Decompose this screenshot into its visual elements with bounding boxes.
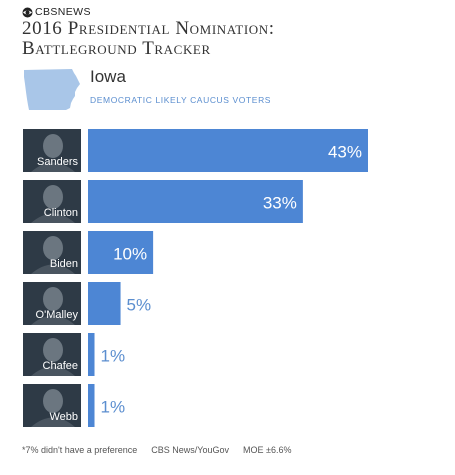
candidate-shoulders-biden xyxy=(31,264,75,274)
value-label-clinton: 33% xyxy=(263,194,297,213)
category-label-biden: Biden xyxy=(50,258,78,270)
bar-biden xyxy=(88,231,154,274)
bar-group-sanders: Sanders 43% xyxy=(23,129,368,172)
value-label-chafee: 1% xyxy=(101,347,126,366)
bar-chafee xyxy=(88,333,95,376)
footer-moe: MOE ±6.6% xyxy=(243,445,292,455)
bar-group-biden: Biden 10% xyxy=(23,231,154,274)
footer-source: CBS News/YouGov xyxy=(151,445,230,455)
value-label-webb: 1% xyxy=(101,398,126,417)
value-label-sanders: 43% xyxy=(328,143,362,162)
title-line-2: Battleground Tracker xyxy=(22,38,211,59)
bar-webb xyxy=(88,384,95,427)
bar-group-omalley: O'Malley 5% xyxy=(23,282,151,325)
candidate-shoulders-chafee xyxy=(31,366,75,376)
value-label-biden: 10% xyxy=(113,245,147,264)
bar-clinton xyxy=(88,180,303,223)
category-label-sanders: Sanders xyxy=(37,156,78,168)
candidate-shoulders-webb xyxy=(31,417,75,427)
candidate-head-clinton xyxy=(43,185,63,209)
cbs-eye-icon xyxy=(22,7,33,17)
category-label-chafee: Chafee xyxy=(43,360,78,372)
candidate-head-chafee xyxy=(43,338,63,362)
bar-group-webb: Webb 1% xyxy=(23,384,125,427)
candidate-shoulders-omalley xyxy=(31,315,75,325)
category-label-omalley: O'Malley xyxy=(36,309,79,321)
category-label-webb: Webb xyxy=(49,411,78,423)
candidate-head-biden xyxy=(43,236,63,260)
candidate-head-webb xyxy=(43,389,63,413)
chart-title: 2016 Presidential Nomination: Battlegrou… xyxy=(22,19,442,59)
title-line-1: 2016 Presidential Nomination: xyxy=(22,18,275,39)
iowa-state-icon xyxy=(24,69,80,110)
state-subtitle: DEMOCRATIC LIKELY CAUCUS VOTERS xyxy=(90,95,272,105)
chart-footer: *7% didn't have a preference CBS News/Yo… xyxy=(22,445,291,455)
bar-group-chafee: Chafee 1% xyxy=(23,333,125,376)
value-label-omalley: 5% xyxy=(127,296,152,315)
category-label-clinton: Clinton xyxy=(44,207,78,219)
candidate-head-omalley xyxy=(43,287,63,311)
candidate-shoulders-clinton xyxy=(31,213,75,223)
state-name: Iowa xyxy=(90,67,126,86)
bar-omalley xyxy=(88,282,121,325)
bar-sanders xyxy=(88,129,368,172)
bar-group-clinton: Clinton 33% xyxy=(23,180,303,223)
cbs-news-logo: CBSNEWS xyxy=(22,6,91,18)
footer-note: *7% didn't have a preference xyxy=(22,445,138,455)
candidate-head-sanders xyxy=(43,134,63,158)
brand-text: CBSNEWS xyxy=(35,6,91,18)
candidate-shoulders-sanders xyxy=(31,162,75,172)
